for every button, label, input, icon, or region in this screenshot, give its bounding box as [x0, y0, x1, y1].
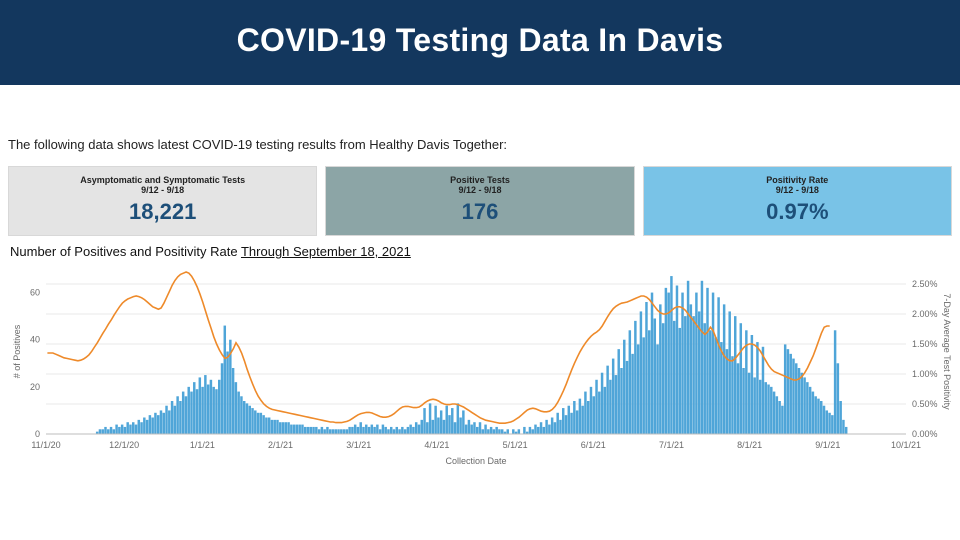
svg-text:12/1/20: 12/1/20: [109, 440, 139, 450]
svg-text:60: 60: [30, 288, 40, 298]
svg-text:8/1/21: 8/1/21: [737, 440, 762, 450]
positives-positivity-chart: 0 20 40 60 0.00% 0.50% 1.00% 1.50% 2.00% 2.50% 11/…: [8, 263, 952, 468]
svg-text:1/1/21: 1/1/21: [190, 440, 215, 450]
svg-text:10/1/21: 10/1/21: [891, 440, 921, 450]
svg-text:4/1/21: 4/1/21: [424, 440, 449, 450]
svg-text:2.00%: 2.00%: [912, 309, 938, 319]
stat-card-title: Positivity Rate: [650, 175, 945, 185]
page-title: COVID-19 Testing Data In Davis: [237, 22, 724, 58]
chart-title-text: Number of Positives and Positivity Rate: [10, 244, 241, 259]
stat-card-tests: Asymptomatic and Symptomatic Tests 9/12 …: [8, 166, 317, 236]
svg-text:20: 20: [30, 382, 40, 392]
chart-container: 0 20 40 60 0.00% 0.50% 1.00% 1.50% 2.00% 2.50% 11/…: [0, 263, 960, 472]
svg-text:# of Positives: # of Positives: [12, 324, 22, 378]
svg-text:11/1/20: 11/1/20: [31, 440, 60, 450]
stat-card-value: 0.97%: [650, 199, 945, 225]
stat-card-positives: Positive Tests 9/12 - 9/18 176: [325, 166, 634, 236]
svg-text:Collection Date: Collection Date: [445, 456, 506, 466]
stat-card-value: 176: [332, 199, 627, 225]
svg-text:7-Day Average Test Positivity: 7-Day Average Test Positivity: [942, 293, 952, 410]
chart-title-link[interactable]: Through September 18, 2021: [241, 244, 411, 259]
intro-text: The following data shows latest COVID-19…: [0, 85, 960, 166]
svg-text:1.00%: 1.00%: [912, 369, 938, 379]
svg-text:0.00%: 0.00%: [912, 429, 938, 439]
stat-card-title: Positive Tests: [332, 175, 627, 185]
stat-card-value: 18,221: [15, 199, 310, 225]
svg-text:0: 0: [35, 429, 40, 439]
chart-title: Number of Positives and Positivity Rate …: [0, 236, 960, 263]
svg-text:6/1/21: 6/1/21: [581, 440, 606, 450]
stat-card-period: 9/12 - 9/18: [332, 185, 627, 195]
svg-text:5/1/21: 5/1/21: [503, 440, 528, 450]
svg-text:0.50%: 0.50%: [912, 399, 938, 409]
stat-card-period: 9/12 - 9/18: [650, 185, 945, 195]
svg-text:7/1/21: 7/1/21: [659, 440, 684, 450]
svg-text:9/1/21: 9/1/21: [815, 440, 840, 450]
svg-text:1.50%: 1.50%: [912, 339, 938, 349]
svg-text:2.50%: 2.50%: [912, 279, 938, 289]
page-header: COVID-19 Testing Data In Davis: [0, 0, 960, 85]
svg-text:2/1/21: 2/1/21: [268, 440, 293, 450]
svg-text:3/1/21: 3/1/21: [346, 440, 371, 450]
stat-card-title: Asymptomatic and Symptomatic Tests: [15, 175, 310, 185]
stat-card-period: 9/12 - 9/18: [15, 185, 310, 195]
svg-text:40: 40: [30, 335, 40, 345]
stat-card-positivity: Positivity Rate 9/12 - 9/18 0.97%: [643, 166, 952, 236]
stat-row: Asymptomatic and Symptomatic Tests 9/12 …: [0, 166, 960, 236]
